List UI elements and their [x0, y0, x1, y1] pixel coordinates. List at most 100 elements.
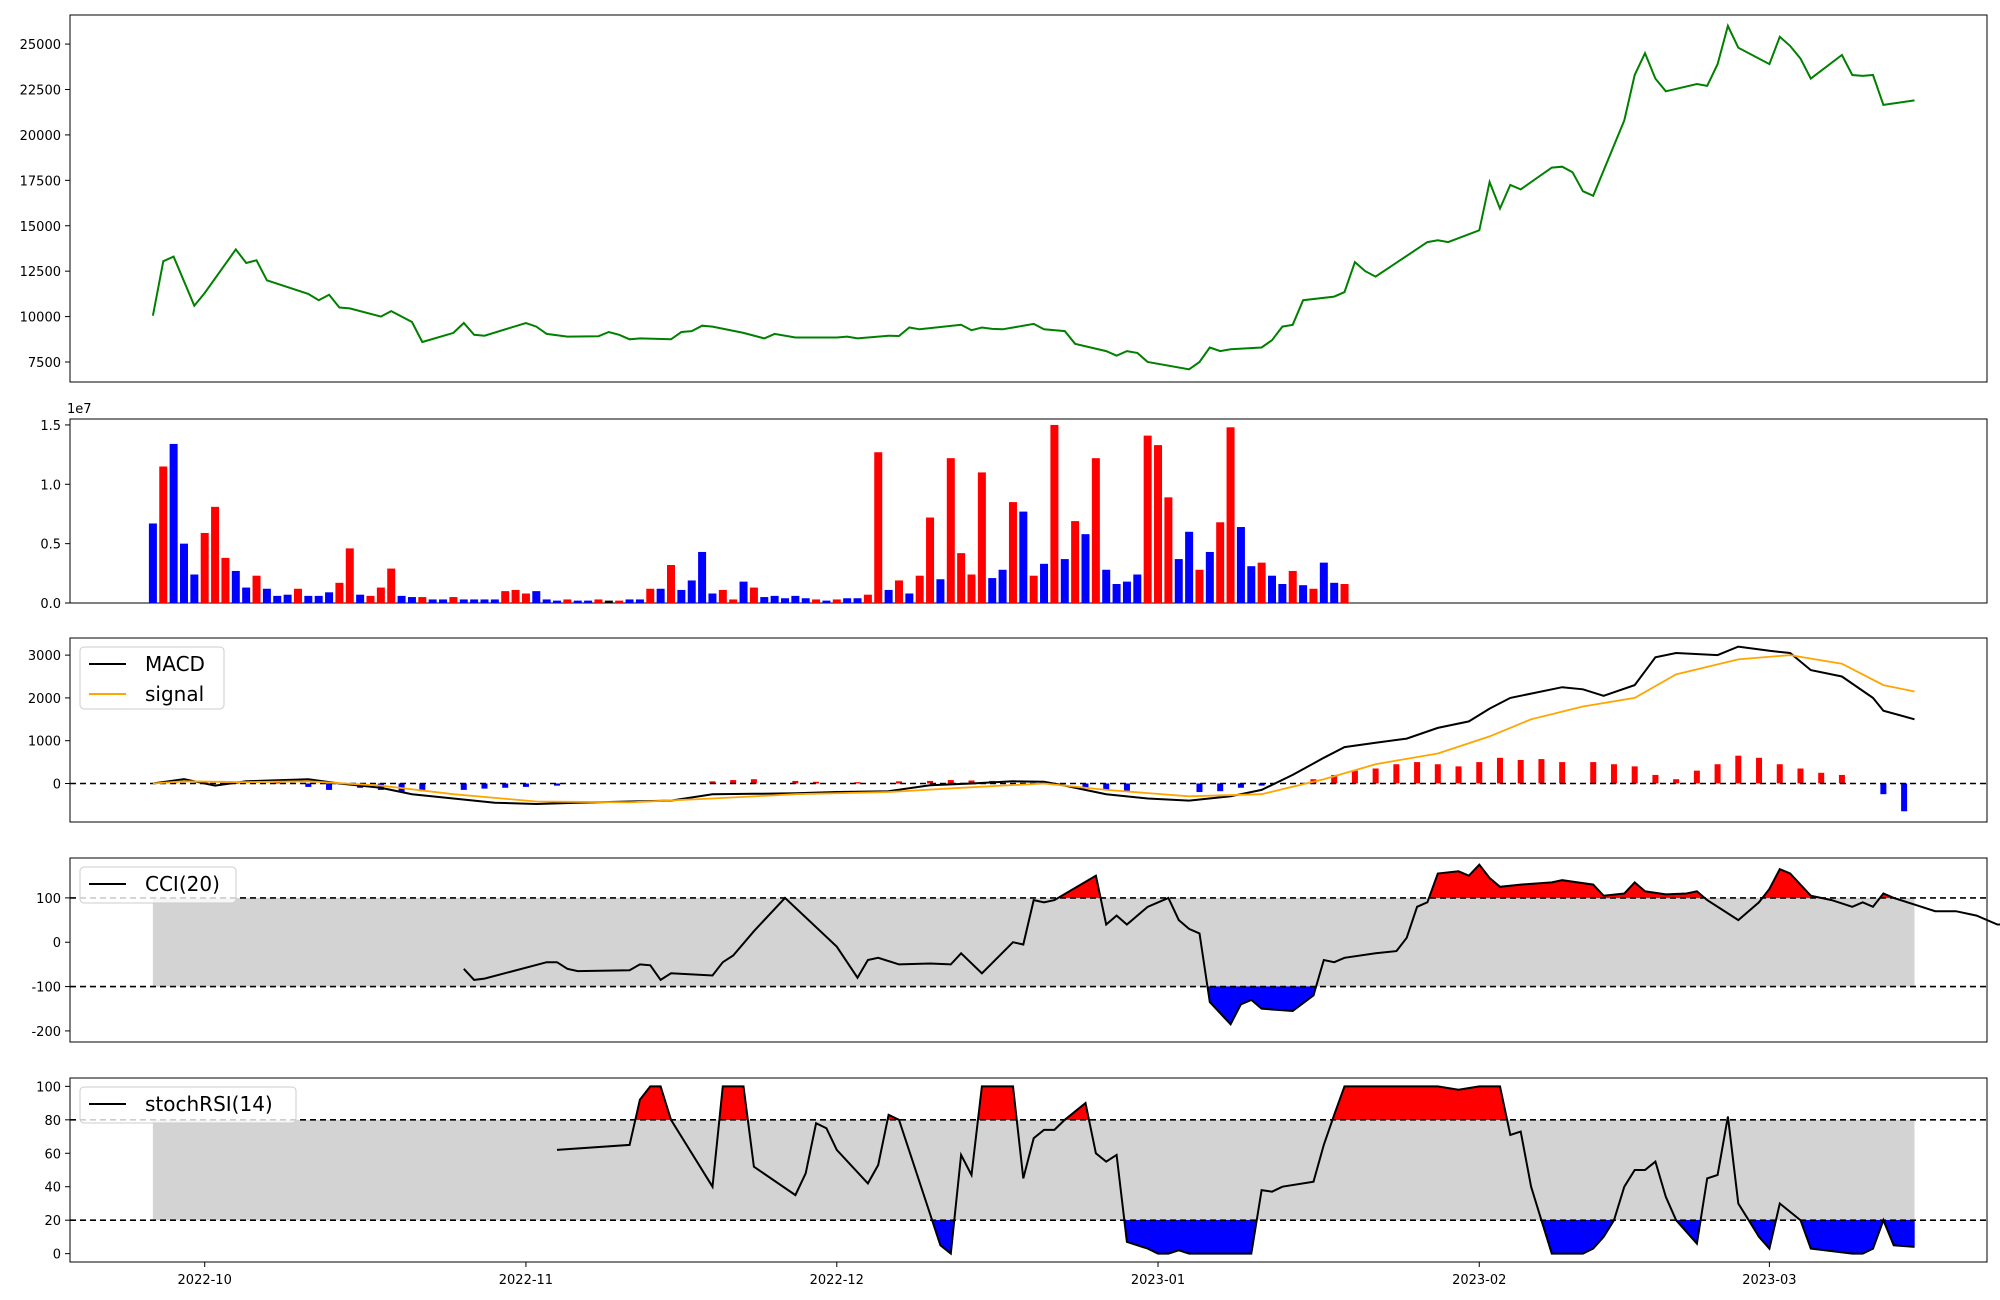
- volume-bar: [1133, 574, 1142, 603]
- macd-histogram-bar: [481, 783, 488, 789]
- volume-bar: [449, 597, 458, 603]
- volume-bar: [221, 557, 230, 603]
- macd-histogram-bar: [1673, 779, 1680, 784]
- volume-bar: [988, 578, 997, 603]
- macd-histogram-bar: [1756, 757, 1763, 784]
- volume-bar: [242, 587, 251, 603]
- volume-bar: [563, 599, 572, 603]
- stochrsi-ytick-label: 0: [53, 1248, 61, 1263]
- x-tick-label: 2023-03: [1742, 1273, 1796, 1288]
- volume-bar: [894, 580, 903, 603]
- volume-bar: [1278, 584, 1287, 603]
- macd-histogram-bar: [947, 780, 954, 784]
- volume-bar: [936, 579, 945, 603]
- volume-bar: [1205, 551, 1214, 603]
- volume-ytick-label: 0.0: [40, 597, 61, 612]
- volume-bar: [293, 588, 302, 603]
- volume-bar: [698, 551, 707, 603]
- volume-bar: [532, 591, 541, 603]
- volume-bar: [169, 443, 178, 603]
- volume-bar: [501, 591, 510, 603]
- volume-ytick-label: 1.0: [40, 478, 61, 493]
- volume-bar: [159, 466, 168, 603]
- macd-histogram-bar: [1351, 770, 1358, 784]
- macd-histogram-bar: [854, 782, 861, 784]
- volume-bar: [1247, 566, 1256, 603]
- volume-bar: [594, 599, 603, 603]
- macd-histogram-bar: [1217, 783, 1224, 792]
- price-ytick-label: 22500: [20, 83, 61, 98]
- volume-bar: [459, 599, 468, 603]
- volume-bar: [926, 517, 935, 603]
- volume-bar: [1040, 563, 1049, 603]
- volume-bar: [1236, 527, 1245, 603]
- volume-bar: [1226, 427, 1235, 603]
- macd-legend-label-signal: signal: [145, 682, 204, 706]
- volume-bar: [428, 599, 437, 603]
- price-ytick-label: 7500: [28, 356, 61, 371]
- macd-histogram-bar: [326, 783, 333, 790]
- volume-bar: [190, 574, 199, 603]
- price-ytick-label: 10000: [20, 311, 61, 326]
- volume-bar: [687, 580, 696, 603]
- macd-histogram-bar: [1476, 762, 1483, 784]
- volume-bar: [604, 600, 613, 603]
- volume-bar: [967, 574, 976, 603]
- macd-histogram-bar: [1797, 768, 1804, 784]
- stochrsi-legend-box: [79, 1086, 297, 1124]
- price-ytick-label: 17500: [20, 174, 61, 189]
- volume-bar: [335, 582, 344, 603]
- macd-panel: 0 1000 2000 3000 MACD signal: [28, 637, 1988, 823]
- volume-bar: [542, 599, 551, 603]
- volume-bar: [345, 548, 354, 603]
- price-panel: 7500 10000 12500 15000 17500 20000 22500 25000: [20, 14, 1988, 383]
- macd-histogram-bar: [1331, 774, 1338, 784]
- x-tick-label: 2023-01: [1131, 1273, 1185, 1288]
- price-ytick-label: 15000: [20, 220, 61, 235]
- cci-ytick-label: 0: [53, 936, 61, 951]
- volume-bar: [760, 597, 769, 603]
- volume-bar: [739, 581, 748, 603]
- signal-line: [152, 654, 1915, 804]
- volume-frame: [69, 418, 1988, 604]
- volume-bar: [252, 575, 261, 603]
- volume-bar: [1081, 534, 1090, 603]
- stochrsi-neutral-band: [152, 1119, 1915, 1221]
- macd-histogram-bar: [1714, 764, 1721, 784]
- stochrsi-oversold-fill: [931, 1219, 1915, 1255]
- volume-bar: [677, 589, 686, 603]
- volume-bar: [584, 600, 593, 603]
- volume-bar: [231, 570, 240, 603]
- macd-histogram-bar: [709, 781, 716, 784]
- volume-bar: [770, 595, 779, 603]
- macd-histogram-bar: [1434, 764, 1441, 784]
- volume-bar: [1008, 502, 1017, 603]
- price-frame: [69, 14, 1988, 383]
- volume-bar: [283, 594, 292, 603]
- volume-bar: [915, 575, 924, 603]
- volume-bar: [521, 593, 530, 603]
- volume-bar: [1257, 562, 1266, 603]
- stochrsi-legend-label-stochrsi-14-: stochRSI(14): [145, 1092, 273, 1116]
- volume-bar: [1122, 581, 1131, 603]
- volume-bar: [1050, 424, 1059, 603]
- cci-legend-label-cci-20-: CCI(20): [145, 872, 220, 896]
- volume-bar: [1164, 497, 1173, 603]
- macd-histogram-bar: [1414, 762, 1421, 784]
- volume-bar: [718, 589, 727, 603]
- volume-bar: [615, 600, 624, 603]
- cci-ytick-label: 100: [36, 892, 61, 907]
- macd-histogram-bar: [419, 783, 426, 792]
- volume-bar: [397, 595, 406, 603]
- volume-bar: [480, 599, 489, 603]
- macd-histogram-bar: [730, 780, 737, 784]
- price-line: [151, 23, 1915, 371]
- macd-histogram-bar: [1818, 772, 1825, 784]
- cci-ytick-label: -200: [31, 1025, 61, 1040]
- stochrsi-ytick-label: 100: [36, 1080, 61, 1095]
- volume-bar: [314, 595, 323, 603]
- macd-histogram-bar: [1559, 762, 1566, 784]
- macd-ytick-label: 2000: [28, 692, 61, 707]
- volume-bar: [407, 597, 416, 603]
- macd-histogram-bar: [1880, 783, 1887, 795]
